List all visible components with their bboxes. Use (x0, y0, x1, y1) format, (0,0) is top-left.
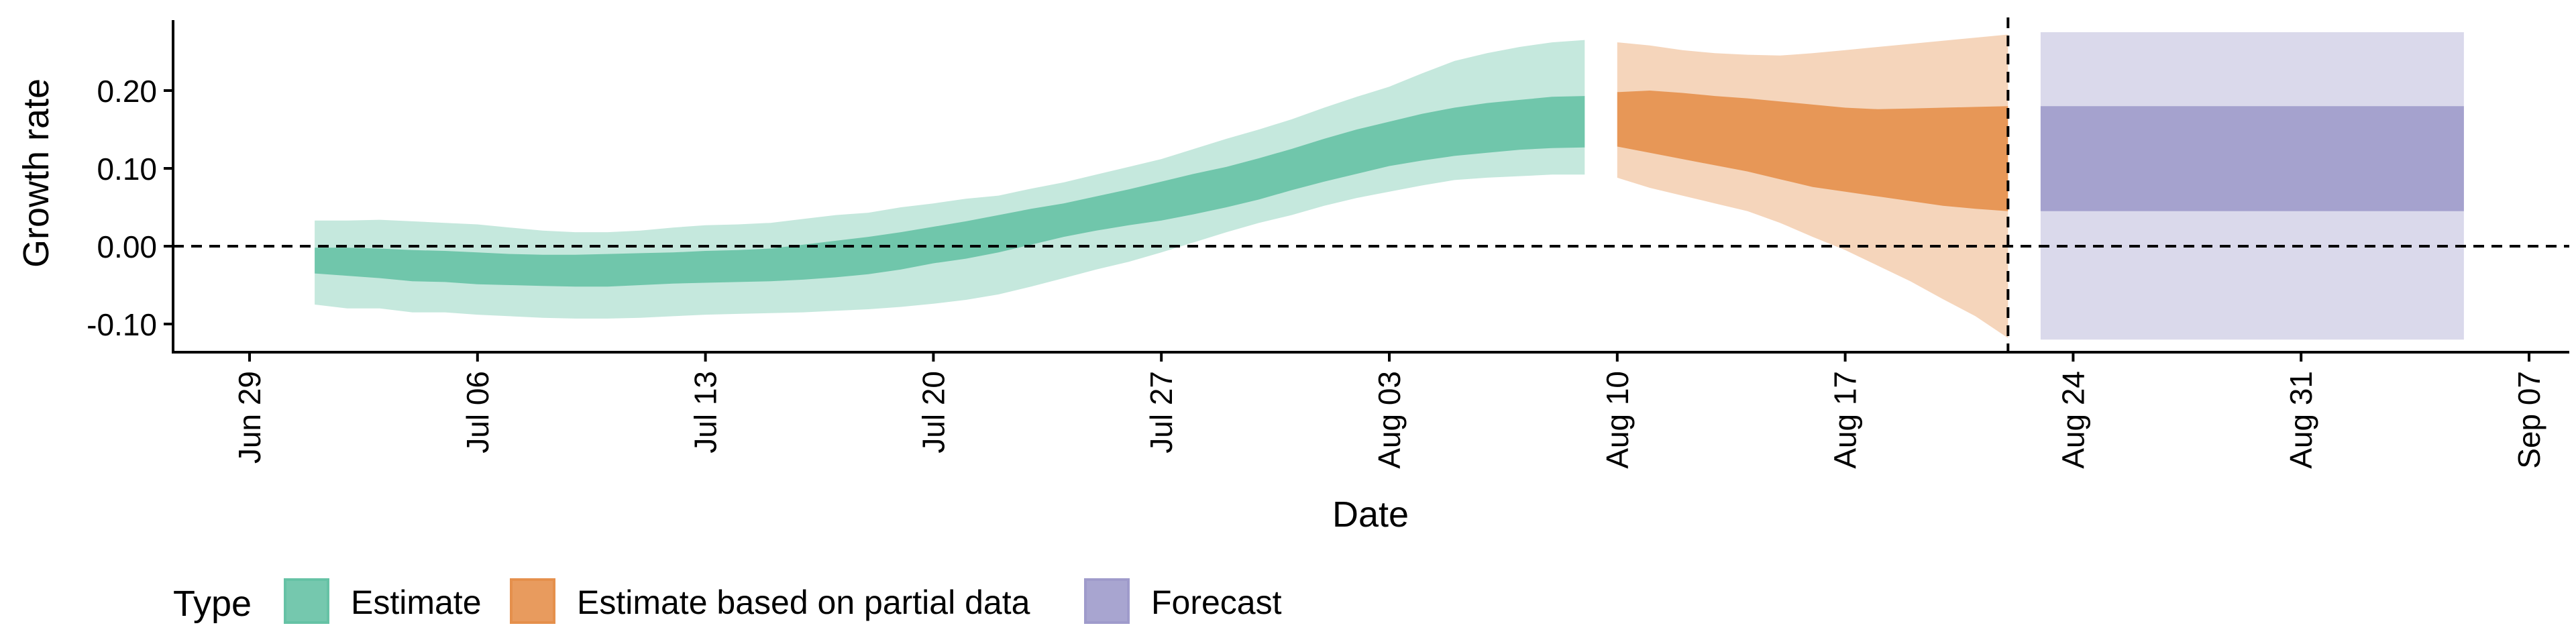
y-axis-title: Growth rate (16, 78, 56, 268)
y-tick-label: -0.10 (87, 307, 157, 342)
x-tick-label: Jul 20 (916, 371, 951, 453)
x-tick-label: Jul 13 (688, 371, 723, 453)
x-axis-title: Date (1332, 494, 1409, 535)
legend-title: Type (173, 584, 252, 624)
x-tick-label: Aug 03 (1372, 371, 1407, 469)
legend-item-estimate-based-on-partial-data: Estimate based on partial data (510, 578, 1030, 624)
legend-swatch (510, 578, 555, 624)
axes: -0.10 0.00 0.10 0.20 Jun 29 Jul 06 Jul 13 Jul 2… (87, 20, 2569, 469)
x-tick-label: Aug 17 (1828, 371, 1863, 469)
x-tick-label: Jul 06 (460, 371, 495, 453)
forecast-inner-band (2040, 106, 2464, 211)
x-tick-label: Jul 27 (1144, 371, 1179, 453)
legend-label: Forecast (1151, 584, 1282, 621)
legend-label: Estimate (351, 584, 482, 621)
x-tick-label: Aug 10 (1600, 371, 1635, 469)
x-tick-label: Aug 31 (2284, 371, 2318, 469)
y-tick-label: 0.00 (97, 229, 157, 264)
legend-item-estimate: Estimate (284, 578, 482, 624)
legend-item-forecast: Forecast (1084, 578, 1282, 624)
estimate-inner-band (315, 96, 1585, 287)
y-tick-label: 0.10 (97, 152, 157, 186)
reference-lines (173, 17, 2569, 352)
bands-layer (315, 32, 2464, 340)
estimate-based-on-partial-data-inner-band (1617, 91, 2008, 211)
legend-swatch (1084, 578, 1130, 624)
legend: Type Estimate Estimate based on partial da… (173, 578, 1282, 624)
y-tick-label: 0.20 (97, 74, 157, 109)
x-tick-label: Sep 07 (2512, 371, 2546, 469)
x-tick-label: Jun 29 (232, 371, 267, 464)
x-tick-label: Aug 24 (2055, 371, 2090, 469)
estimate-outer-band (315, 40, 1585, 319)
legend-label: Estimate based on partial data (577, 584, 1030, 621)
legend-swatch (284, 578, 329, 624)
